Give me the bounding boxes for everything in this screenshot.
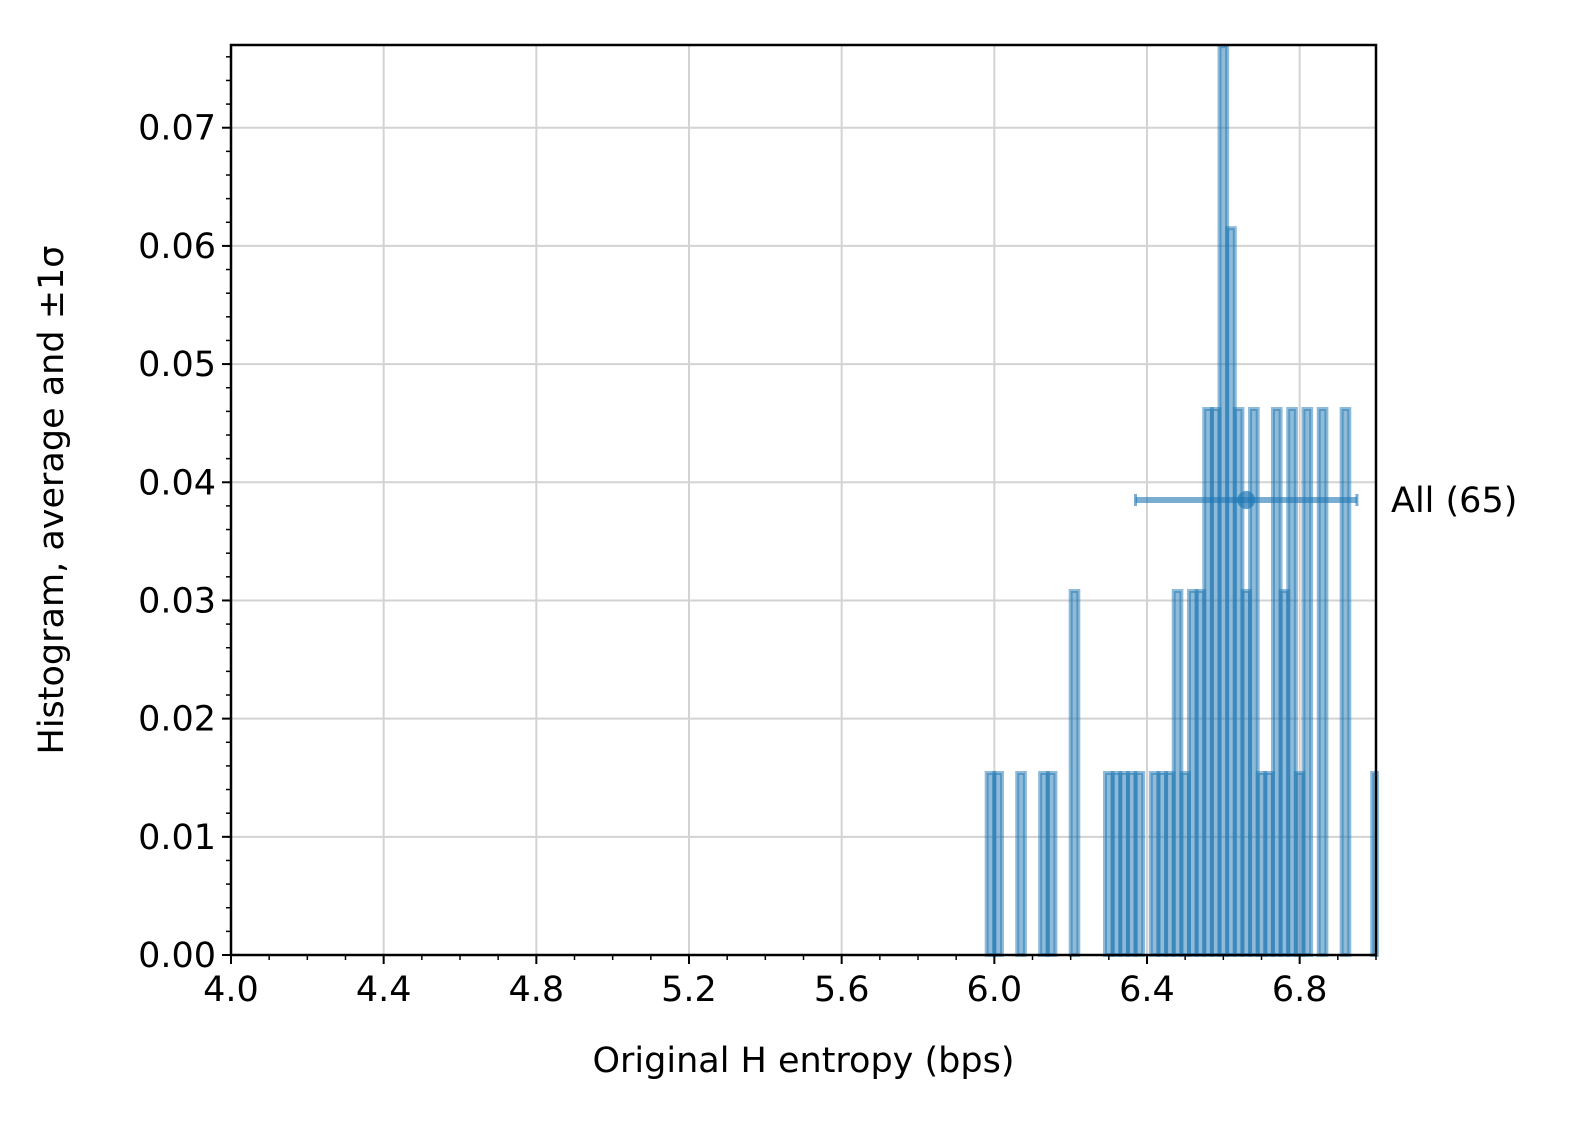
histogram-bar	[992, 771, 1004, 957]
x-tick-label: 4.8	[508, 970, 564, 1010]
y-tick-label: 0.00	[138, 936, 216, 976]
histogram-bar	[1133, 771, 1146, 957]
y-tick-label: 0.01	[138, 818, 216, 858]
y-axis-ticks: 0.00 0.01 0.02 0.03 0.04 0.05 0.06 0.07	[138, 56, 231, 976]
y-tick-label: 0.03	[138, 581, 216, 621]
x-axis-label: Original H entropy (bps)	[592, 1041, 1014, 1081]
histogram-bar	[1015, 771, 1027, 957]
errorbar-label: All (65)	[1391, 481, 1517, 521]
x-tick-label: 4.4	[356, 970, 412, 1010]
x-tick-label: 5.2	[661, 970, 717, 1010]
y-tick-label: 0.07	[138, 109, 216, 149]
y-tick-label: 0.02	[138, 700, 216, 740]
histogram-bar	[1316, 407, 1329, 957]
x-tick-label: 6.8	[1272, 970, 1328, 1010]
histogram-bar	[1068, 589, 1081, 957]
histogram-bar	[1045, 771, 1058, 957]
y-tick-label: 0.04	[138, 463, 216, 503]
grid-lines	[230, 45, 1376, 956]
x-tick-label: 5.6	[814, 970, 870, 1010]
y-axis-label: Histogram, average and ±1σ	[32, 246, 72, 755]
x-tick-label: 6.0	[966, 970, 1022, 1010]
mean-errorbar	[1134, 491, 1359, 509]
y-tick-label: 0.05	[138, 345, 216, 385]
x-axis-ticks: 4.0 4.4 4.8 5.2 5.6 6.0 6.4 6.8	[203, 955, 1377, 1010]
histogram-bar	[1301, 407, 1314, 957]
x-tick-label: 4.0	[203, 970, 259, 1010]
y-tick-label: 0.06	[138, 227, 216, 267]
mean-marker	[1237, 491, 1256, 509]
x-tick-label: 6.4	[1119, 970, 1175, 1010]
histogram-bar	[1339, 407, 1352, 957]
